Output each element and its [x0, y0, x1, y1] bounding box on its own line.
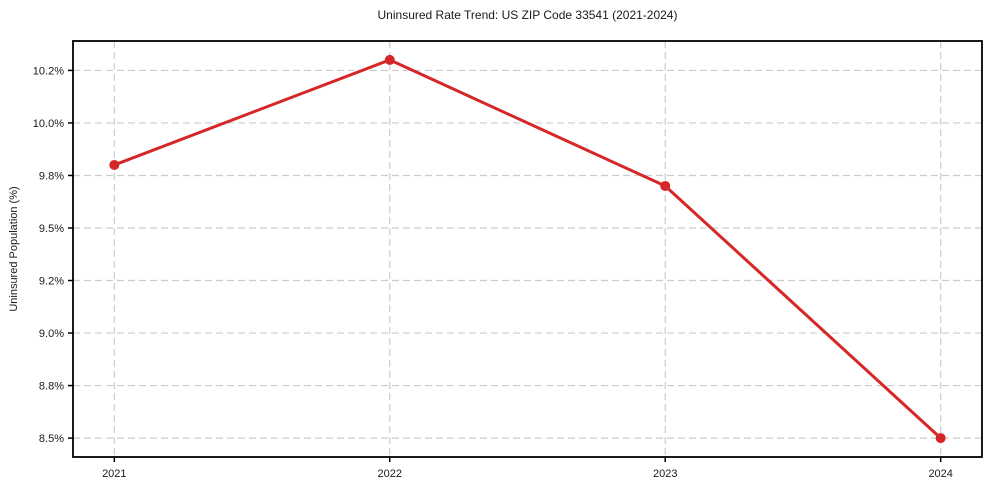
trend-line — [112, 58, 943, 440]
y-tick-label: 10.0% — [33, 118, 64, 130]
data-point-marker — [384, 54, 395, 65]
y-tick-label: 8.5% — [39, 433, 64, 445]
x-tick-label: 2024 — [928, 468, 952, 480]
x-tick-label: 2022 — [378, 468, 402, 480]
y-tick-label: 8.8% — [39, 381, 64, 393]
x-tick-label: 2021 — [102, 468, 126, 480]
data-point-marker — [935, 433, 946, 444]
data-point-marker — [660, 180, 671, 191]
data-point-marker — [109, 159, 120, 170]
axes-box — [72, 40, 983, 458]
y-tick-label: 9.8% — [39, 170, 64, 182]
y-tick-label: 9.5% — [39, 223, 64, 235]
y-tick-label: 9.0% — [39, 328, 64, 340]
y-tick-label: 9.2% — [39, 276, 64, 288]
x-tick-label: 2023 — [653, 468, 677, 480]
y-tick-label: 10.2% — [33, 65, 64, 77]
chart-title: Uninsured Rate Trend: US ZIP Code 33541 … — [377, 8, 678, 22]
